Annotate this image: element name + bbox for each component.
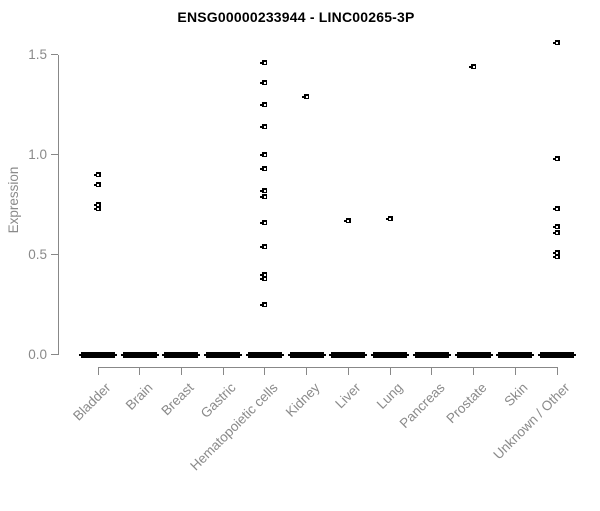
data-point [93,202,101,208]
y-tick-label: 0.0 [28,346,47,362]
data-point [260,272,268,278]
zero-expression-bar [79,351,117,358]
data-point [260,220,268,226]
zero-expression-bar [371,351,410,358]
data-point [260,80,268,86]
x-tick [514,368,516,375]
data-point [260,244,268,250]
y-tick [51,54,58,56]
zero-expression-bar [287,351,326,358]
data-point [552,40,560,46]
zero-expression-bar [412,351,451,358]
data-point [260,302,268,308]
zero-expression-bar [204,351,243,358]
data-point [93,172,101,178]
data-point [260,60,268,66]
x-tick [222,368,224,375]
data-point [260,188,268,194]
y-tick [51,154,58,156]
data-point [552,254,560,260]
y-axis-line [58,55,59,355]
data-point [260,102,268,108]
y-tick [51,354,58,355]
x-tick [180,368,182,375]
data-point [302,94,310,100]
data-point [552,230,560,236]
data-point [260,194,268,200]
x-tick [306,368,308,375]
data-point [552,250,560,256]
zero-expression-bar [329,351,368,358]
data-point [93,182,101,188]
x-tick [431,368,433,375]
data-point [260,124,268,130]
zero-expression-bar [162,351,201,358]
data-point [552,224,560,230]
chart-title: ENSG00000233944 - LINC00265-3P [177,9,415,25]
y-tick [51,254,58,256]
y-tick-label: 1.5 [28,46,47,62]
data-point [385,216,393,222]
zero-expression-bar [245,351,284,358]
zero-expression-bar [538,351,576,358]
x-tick [389,368,391,375]
zero-expression-bar [454,351,493,358]
x-tick [473,368,475,375]
x-tick [347,368,349,375]
data-point [343,218,351,224]
zero-expression-bar [496,351,535,358]
data-point [552,156,560,162]
x-axis-line [98,367,558,368]
data-point [260,152,268,158]
x-tick [97,368,99,375]
y-tick-label: 1.0 [28,146,47,162]
data-point [260,166,268,172]
y-tick-label: 0.5 [28,246,47,262]
data-point [93,206,101,212]
x-tick [139,368,141,375]
x-tick [556,368,558,375]
zero-expression-bar [120,351,159,358]
expression-strip-chart: ENSG00000233944 - LINC00265-3P Expressio… [6,9,576,473]
data-point [552,206,560,212]
x-tick [264,368,266,375]
data-point [469,64,477,70]
data-point [260,276,268,282]
